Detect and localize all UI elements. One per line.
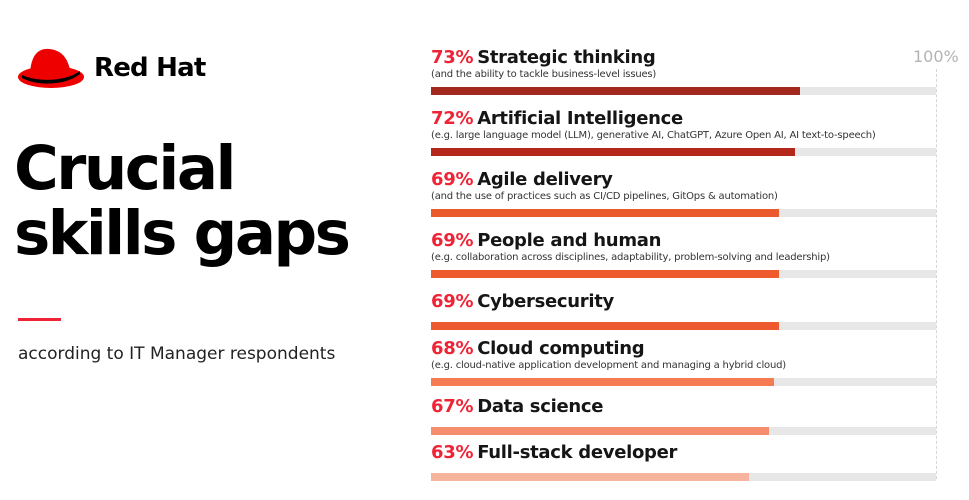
red-hat-logo[interactable]: Red Hat <box>17 44 206 92</box>
max-label: 100% <box>913 47 959 66</box>
category-label: Data science <box>477 396 604 417</box>
skill-title: 72% Artificial Intelligence <box>431 109 941 129</box>
bar <box>431 148 795 156</box>
skill-item: 69% People and human (e.g. collaboration a… <box>431 231 941 278</box>
category-label: People and human <box>477 230 662 251</box>
skill-title: 69% Agile delivery <box>431 170 941 190</box>
bar-track <box>431 473 936 481</box>
brand-name: Red Hat <box>94 53 206 83</box>
bar <box>431 427 770 435</box>
bar <box>431 378 775 386</box>
bar-track <box>431 322 936 330</box>
skill-note: (e.g. cloud-native application developme… <box>431 360 786 371</box>
bar <box>431 209 780 217</box>
bar-track <box>431 209 936 217</box>
headline: Crucial skills gaps <box>14 136 414 266</box>
category-label: Strategic thinking <box>477 47 656 68</box>
skill-item: 69% Cybersecurity <box>431 292 941 330</box>
bar <box>431 270 780 278</box>
data-label: 67% <box>431 396 474 417</box>
skill-item: 67% Data science <box>431 397 941 435</box>
category-label: Cloud computing <box>477 338 645 359</box>
bar-track <box>431 270 936 278</box>
skill-title: 68% Cloud computing <box>431 339 941 359</box>
skill-note: (and the ability to tackle business-leve… <box>431 69 657 80</box>
bar-track <box>431 87 936 95</box>
skill-note: (e.g. large language model (LLM), genera… <box>431 130 876 141</box>
skill-title: 69% People and human <box>431 231 941 251</box>
skill-title: 69% Cybersecurity <box>431 292 941 312</box>
category-label: Artificial Intelligence <box>477 108 683 129</box>
bar <box>431 473 750 481</box>
skill-item: 72% Artificial Intelligence (e.g. large la… <box>431 109 941 156</box>
headline-line-2: skills gaps <box>14 198 351 269</box>
data-label: 68% <box>431 338 474 359</box>
skill-note: (and the use of practices such as CI/CD … <box>431 191 778 202</box>
red-hat-icon <box>18 48 84 88</box>
max-guide-line <box>936 69 937 479</box>
skill-title: 73% Strategic thinking <box>431 48 941 68</box>
bar-track <box>431 148 936 156</box>
bar <box>431 322 780 330</box>
skill-title: 63% Full-stack developer <box>431 443 941 463</box>
data-label: 72% <box>431 108 474 129</box>
headline-line-1: Crucial <box>14 133 236 204</box>
data-label: 69% <box>431 230 474 251</box>
skill-item: 73% Strategic thinking (and the ability to… <box>431 48 941 95</box>
accent-divider <box>18 318 61 321</box>
data-label: 69% <box>431 169 474 190</box>
data-label: 69% <box>431 291 474 312</box>
skill-note: (e.g. collaboration across disciplines, … <box>431 252 830 263</box>
category-label: Cybersecurity <box>477 291 614 312</box>
bar-track <box>431 378 936 386</box>
category-label: Agile delivery <box>477 169 613 190</box>
bar-track <box>431 427 936 435</box>
skill-item: 68% Cloud computing (e.g. cloud-native app… <box>431 339 941 386</box>
skill-item: 69% Agile delivery (and the use of practic… <box>431 170 941 217</box>
skill-item: 63% Full-stack developer <box>431 443 941 481</box>
subtitle: according to IT Manager respondents <box>18 344 336 364</box>
data-label: 73% <box>431 47 474 68</box>
bar <box>431 87 800 95</box>
skill-title: 67% Data science <box>431 397 941 417</box>
category-label: Full-stack developer <box>477 442 678 463</box>
data-label: 63% <box>431 442 474 463</box>
